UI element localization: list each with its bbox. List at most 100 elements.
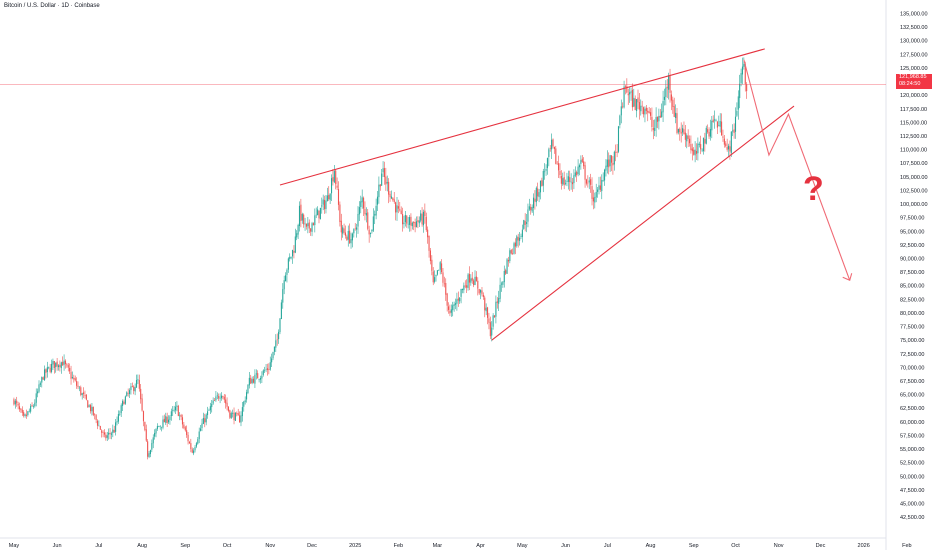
candle-body <box>649 112 652 116</box>
candle-body <box>530 206 532 211</box>
candle-body <box>170 411 172 417</box>
candle-body <box>115 422 117 432</box>
candle-body <box>103 432 106 435</box>
candle-body <box>418 220 420 224</box>
candle-body <box>305 223 308 227</box>
candle-body <box>450 309 452 313</box>
candle-body <box>694 149 696 156</box>
price-tick-label: 47,500.00 <box>900 488 924 494</box>
candle-body <box>98 425 100 427</box>
candle-body <box>63 360 65 365</box>
time-axis[interactable]: May Jun Jul Aug Sep Oct Nov Dec 2025 Feb Mar Apr May… <box>9 543 912 549</box>
candle-body <box>566 181 568 182</box>
candle-body <box>67 365 69 368</box>
candle-body <box>507 259 509 262</box>
candle-body <box>567 176 569 182</box>
candle-body <box>372 216 374 231</box>
candle-body <box>332 177 334 182</box>
candle-body <box>286 269 288 275</box>
candle-body <box>330 178 333 194</box>
candle-body <box>344 232 347 236</box>
candle-body <box>208 410 210 411</box>
candle-body <box>94 413 96 415</box>
candle-body <box>439 262 441 270</box>
candle-body <box>588 180 590 183</box>
candle-body <box>424 210 426 217</box>
candle-body <box>553 146 555 150</box>
candle-body <box>248 377 250 386</box>
candle-body <box>688 138 691 144</box>
chart-grid <box>0 0 887 550</box>
candle-body <box>346 236 348 241</box>
candle-body <box>524 220 526 225</box>
candle-body <box>470 278 472 283</box>
candle-body <box>229 410 231 418</box>
candle-body <box>514 242 516 247</box>
candle-body <box>663 96 666 100</box>
candle-body <box>13 399 15 405</box>
time-tick-label: Sep <box>689 543 699 549</box>
candle-body <box>744 63 746 84</box>
candle-body <box>382 168 384 173</box>
candle-body <box>88 405 90 407</box>
candle-body <box>353 229 355 234</box>
candle-body <box>705 127 707 144</box>
candle-body <box>128 390 131 394</box>
current-price-badge: 121,968.85 08:24:50 <box>896 74 932 89</box>
candle-body <box>27 411 29 416</box>
candle-body <box>59 364 61 368</box>
candle-body <box>595 191 597 198</box>
candle-body <box>441 263 443 273</box>
candle-body <box>563 177 565 186</box>
candle-body <box>215 396 217 401</box>
candle-body <box>422 211 425 226</box>
candle-body <box>247 384 249 393</box>
candle-body <box>624 86 627 87</box>
candle-body <box>207 411 209 416</box>
candle-body <box>241 407 243 417</box>
candle-body <box>505 270 507 274</box>
candle-body <box>39 383 41 385</box>
candle-body <box>714 119 716 121</box>
time-tick-label: Jun <box>561 543 570 549</box>
price-tick-label: 132,500.00 <box>900 25 928 31</box>
candle-body <box>211 403 213 408</box>
candle-body <box>169 416 171 421</box>
candle-body <box>385 176 387 185</box>
candle-body <box>629 92 631 95</box>
candle-body <box>463 285 465 291</box>
candle-body <box>50 363 53 372</box>
candle-body <box>721 121 723 136</box>
candle-body <box>184 427 186 431</box>
candle-body <box>436 270 438 275</box>
candle-body <box>24 414 26 416</box>
candle-body <box>156 426 158 429</box>
candle-body <box>303 214 305 225</box>
candle-body <box>151 443 153 450</box>
candle-body <box>119 413 121 415</box>
candle-body <box>395 202 397 213</box>
candle-body <box>684 132 686 140</box>
price-tick-label: 87,500.00 <box>900 270 924 276</box>
candle-body <box>645 107 647 111</box>
candle-body <box>432 271 434 283</box>
price-tick-label: 67,500.00 <box>900 379 924 385</box>
candle-body <box>335 170 337 185</box>
candle-body <box>732 130 734 132</box>
price-tick-label: 45,000.00 <box>900 502 924 508</box>
candle-body <box>227 406 230 411</box>
price-tick-label: 127,500.00 <box>900 52 928 58</box>
candle-body <box>179 415 181 417</box>
candle-body <box>76 381 78 386</box>
candle-body <box>308 222 310 229</box>
candle-body <box>154 432 156 437</box>
candle-body <box>413 222 415 224</box>
candle-body <box>431 259 433 271</box>
time-tick-label: Sep <box>180 543 190 549</box>
candle-body <box>258 379 260 380</box>
price-tick-label: 110,000.00 <box>900 148 927 154</box>
candle-body <box>92 406 94 415</box>
candle-body <box>87 400 89 408</box>
candle-body <box>38 384 40 392</box>
